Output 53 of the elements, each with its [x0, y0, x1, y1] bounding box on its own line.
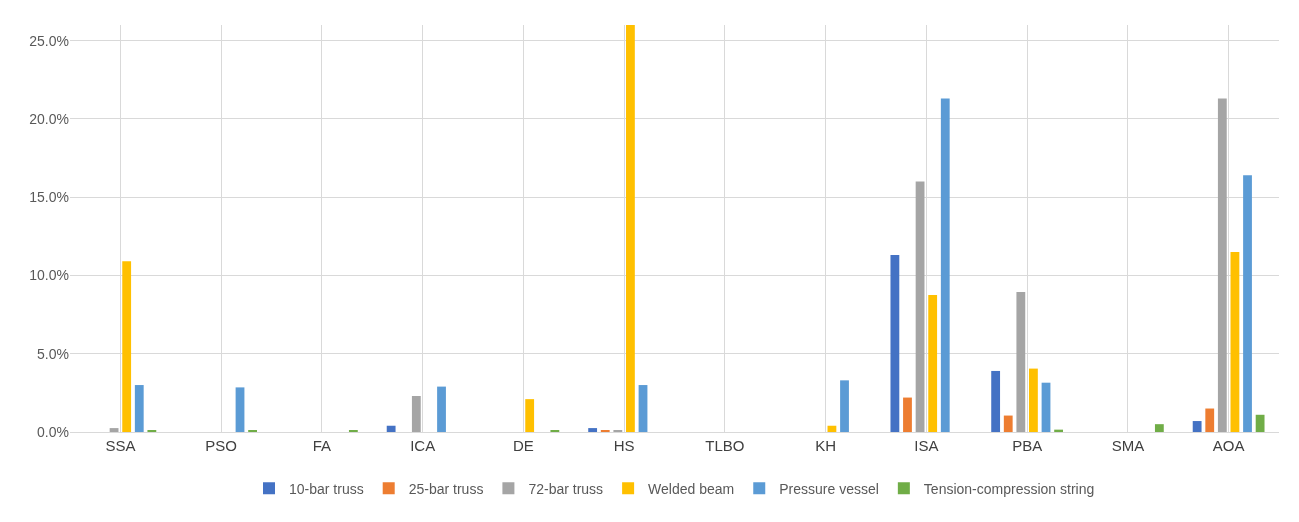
bar [903, 397, 912, 432]
bar [991, 370, 1001, 432]
bar [928, 295, 938, 432]
bar [1192, 421, 1202, 432]
legend-label: 72-bar truss [528, 480, 604, 497]
bar [386, 425, 396, 432]
bar [1255, 414, 1265, 432]
bar [915, 181, 925, 432]
x-tick-label: TLBO [705, 437, 745, 454]
bar [1217, 98, 1227, 432]
x-tick-label: ICA [410, 437, 436, 454]
x-tick-label: SSA [105, 437, 136, 454]
y-tick-label: 15.0% [29, 189, 69, 206]
bar [1041, 382, 1051, 432]
bar [890, 255, 900, 432]
y-tick-label: 0.0% [37, 423, 69, 440]
x-tick-label: HS [613, 437, 635, 454]
bar [235, 387, 245, 432]
bar [840, 380, 849, 432]
bar [626, 25, 635, 432]
x-tick-label: PBA [1012, 437, 1043, 454]
legend-label: 10-bar truss [289, 480, 364, 497]
bar [525, 399, 535, 432]
x-tick-label: FA [312, 437, 332, 454]
bar [411, 396, 421, 432]
legend-label: Welded beam [648, 480, 735, 497]
x-tick-label: AOA [1212, 437, 1245, 454]
bar [1029, 368, 1038, 432]
bar [437, 386, 446, 432]
x-tick-label: DE [512, 437, 534, 454]
bar [940, 98, 950, 432]
bar [1243, 175, 1252, 432]
bar [1003, 415, 1013, 432]
y-tick-label: 20.0% [29, 110, 69, 127]
legend-label: Tension-compression string [923, 480, 1095, 497]
bar [122, 261, 132, 432]
y-tick-label: 10.0% [29, 267, 69, 284]
x-tick-label: ISA [914, 437, 939, 454]
legend-label: Pressure vessel [779, 480, 879, 497]
bar [1205, 408, 1215, 432]
bar [134, 385, 144, 432]
x-tick-label: PSO [205, 437, 237, 454]
bar [1154, 424, 1164, 432]
y-tick-label: 25.0% [29, 32, 69, 49]
bar [109, 428, 119, 432]
bar [638, 385, 648, 432]
bar [1016, 291, 1026, 432]
bar [1230, 251, 1240, 432]
bar [588, 428, 598, 432]
x-tick-label: KH [815, 437, 837, 454]
y-tick-label: 5.0% [37, 345, 69, 362]
x-tick-label: SMA [1111, 437, 1145, 454]
legend-label: 25-bar truss [408, 480, 484, 497]
